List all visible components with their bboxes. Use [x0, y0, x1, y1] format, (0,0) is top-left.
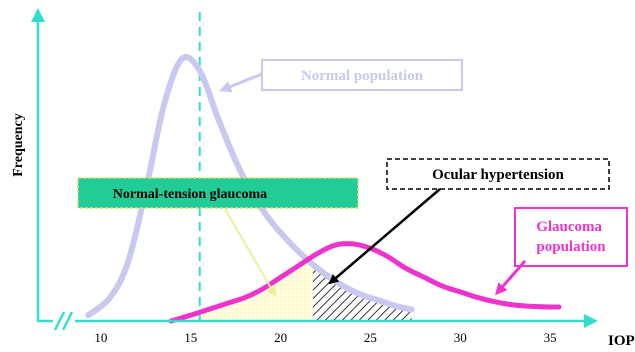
x-tick-label: 30: [454, 330, 467, 345]
x-axis-arrow: [584, 314, 598, 328]
ocular-hypertension-label: Ocular hypertension: [432, 167, 564, 183]
y-axis-label: Frequency: [11, 113, 26, 177]
glaucoma-population-arrow: [495, 260, 527, 296]
ocular-hypertension-arrow: [328, 188, 441, 285]
glaucoma-population-label-line2: population: [536, 239, 606, 255]
x-tick-label: 20: [274, 330, 287, 345]
normal-population-arrow: [219, 72, 263, 93]
x-tick-label: 10: [94, 330, 107, 345]
axis-break: [53, 311, 75, 331]
normal-population-box: [261, 59, 463, 91]
annotation-ocular-hypertension: Ocular hypertension: [328, 158, 610, 285]
glaucoma-population-label-line1: Glaucoma: [536, 219, 602, 235]
glaucoma-population-box: [514, 207, 628, 267]
annotation-normal-tension-glaucoma: Normal-tension glaucoma: [77, 177, 359, 297]
x-tick-label: 25: [364, 330, 377, 345]
normal-tension-glaucoma-box: [77, 177, 359, 209]
normal-tension-glaucoma-label: Normal-tension glaucoma: [113, 187, 267, 202]
x-axis-label: IOP: [608, 333, 635, 349]
annotation-normal-population: Normal population: [219, 59, 463, 93]
ocular-hypertension-box: [386, 158, 610, 190]
ntg-arrow: [224, 208, 277, 297]
glaucoma-population-label: Glaucoma population: [536, 219, 606, 255]
x-tick-label: 15: [184, 330, 197, 345]
ocular-hypertension-area: [312, 264, 412, 321]
x-tick-label: 35: [544, 330, 557, 345]
annotation-glaucoma-population: Glaucoma population: [495, 207, 628, 296]
axes: [31, 8, 598, 331]
x-tick-labels: 10 15 20 25 30 35: [94, 330, 556, 345]
y-axis-arrow: [31, 8, 45, 22]
normal-population-label: Normal population: [301, 68, 424, 84]
